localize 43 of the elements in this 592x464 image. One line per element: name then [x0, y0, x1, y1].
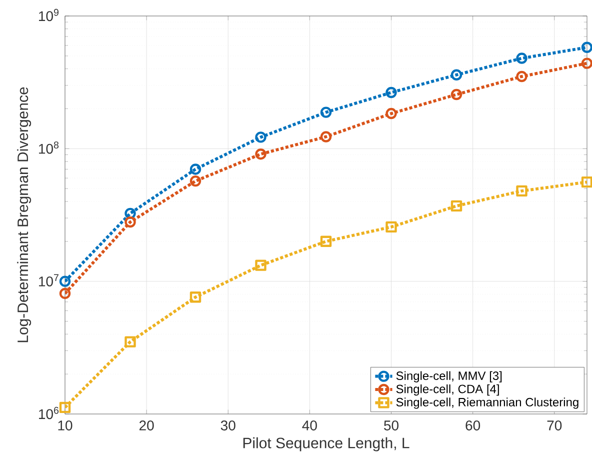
point: [255, 148, 266, 160]
point: [516, 52, 528, 64]
point: [124, 216, 136, 228]
point: [386, 86, 397, 98]
point: [320, 106, 332, 118]
point: [190, 175, 202, 187]
x-tick-label: 20: [139, 420, 154, 430]
point: [516, 185, 528, 197]
y-axis-title: Log-Determinant Bregman Divergence: [17, 87, 32, 342]
point: [320, 236, 332, 247]
point: [190, 292, 202, 303]
point: [450, 69, 462, 80]
point: [516, 70, 528, 82]
point: [59, 288, 71, 300]
point: [190, 164, 202, 175]
point: [124, 208, 136, 220]
y-tick-label: 10$^{9}$: [39, 8, 59, 22]
legend-label: Single-cell, MMV [3]: [396, 371, 502, 382]
x-tick-label: 10: [58, 420, 72, 430]
legend-label: Single-cell, CDA [4]: [396, 384, 499, 396]
y-tick-label: 10$^{8}$: [39, 142, 59, 154]
x-tick-label: 40: [302, 420, 317, 430]
x-axis-title: Pilot Sequence Length, L: [243, 437, 410, 452]
point: [124, 336, 136, 348]
x-tick-label: 50: [384, 420, 398, 430]
point: [450, 200, 462, 212]
x-tick-label: 30: [220, 420, 236, 430]
y-tick-label: 10$^{7}$: [39, 274, 58, 286]
y-tick-label: 10$^{6}$: [39, 406, 59, 420]
point: [255, 132, 266, 143]
point: [59, 402, 71, 414]
point: [450, 88, 462, 100]
legend-label: Single-cell, Riemannian Clustering: [396, 398, 578, 409]
point: [581, 176, 592, 188]
point: [581, 42, 592, 53]
point: [255, 260, 266, 271]
x-tick-label: 60: [466, 420, 480, 430]
point: [320, 131, 332, 142]
point: [386, 221, 397, 233]
point: [581, 58, 592, 69]
point: [59, 276, 71, 287]
point: [386, 108, 397, 120]
x-tick-label: 70: [547, 420, 562, 430]
